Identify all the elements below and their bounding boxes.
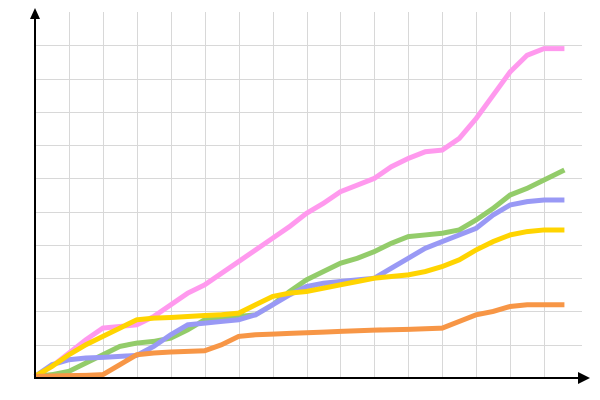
series-gold: [33, 227, 565, 379]
axis-layer: [30, 8, 590, 384]
series-green: [34, 167, 566, 379]
series-layer: [33, 46, 566, 379]
x-axis-arrow-icon: [578, 372, 590, 384]
grid-layer: [35, 12, 582, 378]
y-axis-arrow-icon: [30, 8, 40, 19]
series-orange: [34, 302, 565, 379]
